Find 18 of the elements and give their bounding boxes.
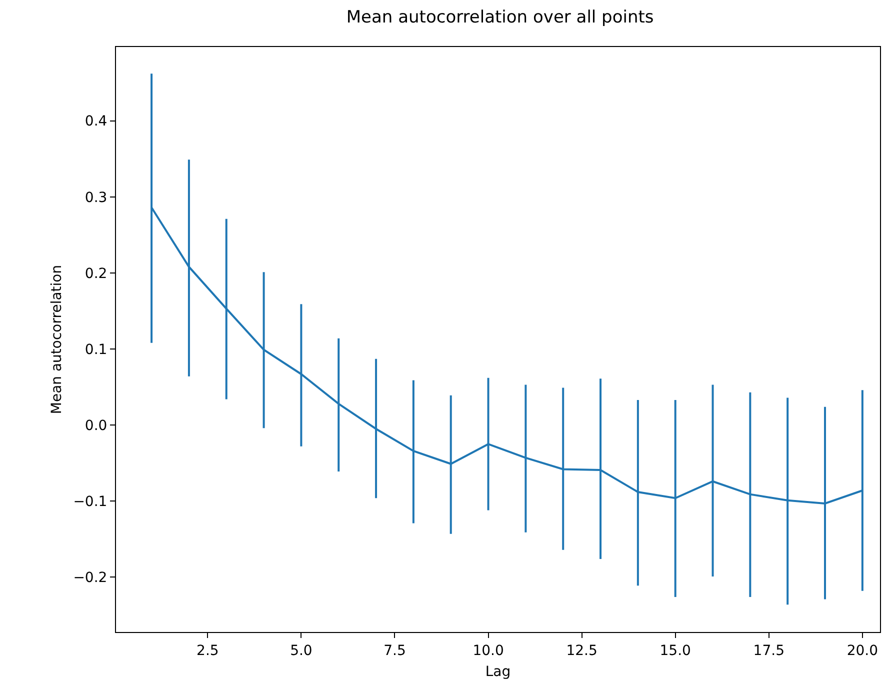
chart-title: Mean autocorrelation over all points: [346, 7, 654, 28]
x-tick-label: 10.0: [472, 642, 504, 659]
y-tick-label: −0.1: [73, 494, 108, 510]
x-tick-label: 17.5: [753, 642, 784, 659]
y-tick-label: 0.0: [84, 418, 108, 434]
x-tick-label: 15.0: [660, 642, 691, 659]
y-tick-label: −0.2: [73, 570, 108, 586]
x-tick-label: 2.5: [196, 642, 219, 659]
x-tick-label: 7.5: [384, 642, 406, 659]
y-tick-label: 0.2: [84, 266, 108, 282]
y-axis-title: Mean autocorrelation: [48, 264, 65, 414]
x-tick-label: 12.5: [566, 642, 598, 659]
y-tick-label: 0.4: [84, 114, 108, 130]
x-tick-label: 5.0: [290, 642, 312, 659]
x-axis-title: Lag: [485, 664, 511, 680]
y-tick-label: 0.1: [84, 342, 108, 358]
y-tick-label: 0.3: [84, 190, 108, 206]
x-tick-label: 20.0: [846, 642, 878, 659]
